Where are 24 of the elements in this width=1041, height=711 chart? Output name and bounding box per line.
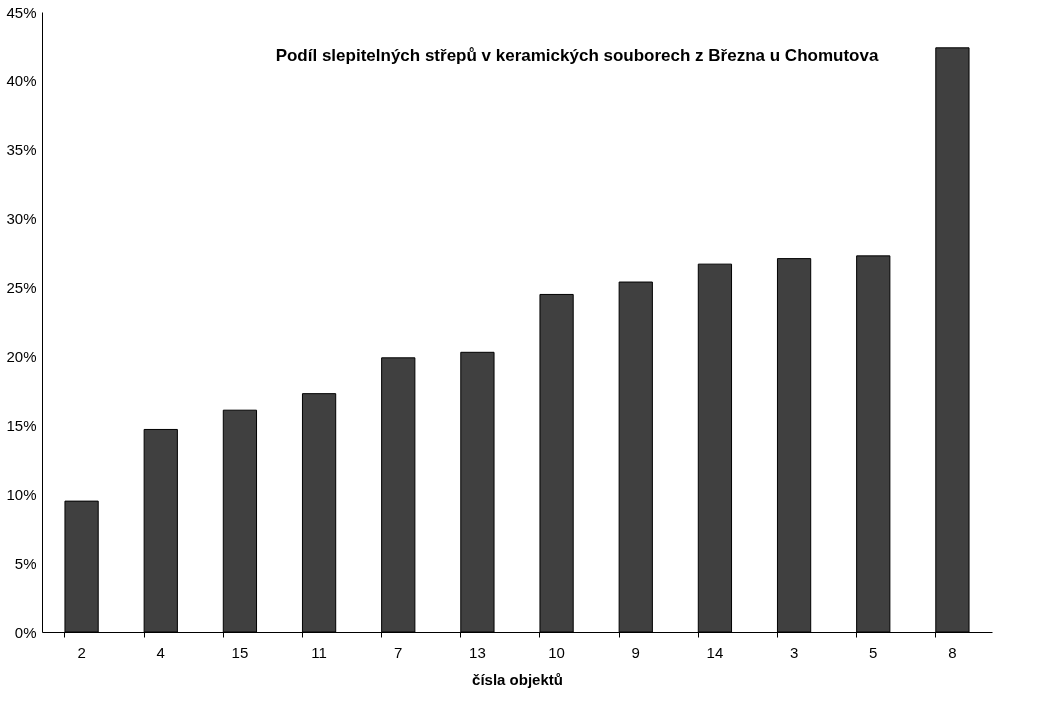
x-tick-label: 10 <box>548 643 565 661</box>
text: Podíl slepitelných střepů v keramických souborech z Března u Chomutova <box>275 46 879 65</box>
x-axis-title: čísla objektů <box>472 670 563 688</box>
x-tick-label: 9 <box>631 643 640 661</box>
x-tick-label: 3 <box>789 643 799 661</box>
y-tick-label: 30% <box>6 210 37 228</box>
x-tick-label: 4 <box>156 643 165 661</box>
y-tick-label: 20% <box>6 347 37 365</box>
y-tick-label: 15% <box>6 416 37 434</box>
x-tick-label: 15 <box>231 643 249 661</box>
x-tick-label: 5 <box>869 643 878 661</box>
x-tick-label: 13 <box>469 643 486 661</box>
y-tick-label: 10% <box>6 485 37 503</box>
x-tick-label: 11 <box>311 643 327 661</box>
x-tick-label: 14 <box>706 643 724 661</box>
y-tick-label: 40% <box>6 72 37 90</box>
x-tick-label: 8 <box>948 643 957 661</box>
y-tick-label: 0% <box>14 623 37 641</box>
y-tick-label: 45% <box>6 3 37 21</box>
y-tick-label: 5% <box>14 554 37 572</box>
x-tick-label: 2 <box>77 643 86 661</box>
y-tick-label: 35% <box>6 141 37 159</box>
y-tick-label: 25% <box>6 279 37 297</box>
x-tick-label: 7 <box>394 643 403 661</box>
